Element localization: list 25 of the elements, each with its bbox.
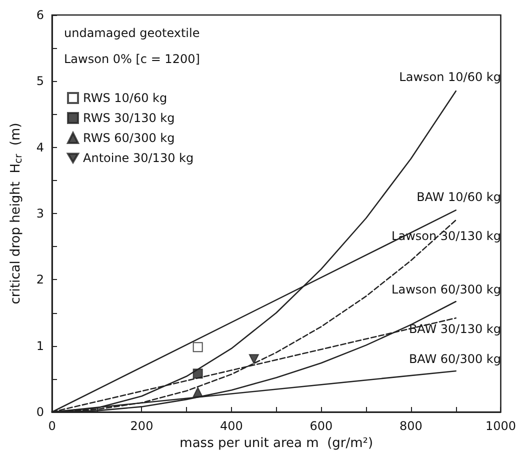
y-tick-label: 1 [36, 338, 44, 353]
annotation: undamaged geotextile [64, 26, 200, 40]
y-tick-label: 4 [36, 140, 44, 154]
y-tick-label: 0 [36, 405, 44, 419]
y-tick-label: 2 [36, 272, 44, 287]
x-tick-label: 1000 [485, 419, 516, 433]
x-axis-title: mass per unit area m (gr/m²) [180, 436, 374, 451]
series-label: Lawson 60/300 kg [392, 282, 501, 296]
x-tick-label: 0 [48, 419, 56, 433]
legend-label: RWS 30/130 kg [83, 111, 175, 125]
annotation: Lawson 0% [c = 1200] [64, 52, 200, 66]
x-tick-label: 800 [400, 419, 422, 433]
legend-label: RWS 60/300 kg [83, 131, 175, 145]
series-label: Lawson 10/60 kg [399, 70, 501, 84]
legend-label: Antoine 30/130 kg [83, 151, 194, 165]
series-label: BAW 10/60 kg [416, 190, 501, 204]
legend-label: RWS 10/60 kg [83, 91, 168, 105]
y-axis-title: critical drop height Hcr (m) [8, 122, 24, 304]
y-tick-label: 5 [36, 74, 44, 88]
y-tick-label: 3 [36, 206, 44, 220]
x-tick-label: 200 [130, 419, 154, 433]
y-tick-label: 6 [36, 8, 44, 22]
series-label: BAW 60/300 kg [408, 352, 501, 366]
x-tick-label: 600 [310, 419, 333, 433]
x-tick-label: 400 [220, 419, 243, 433]
